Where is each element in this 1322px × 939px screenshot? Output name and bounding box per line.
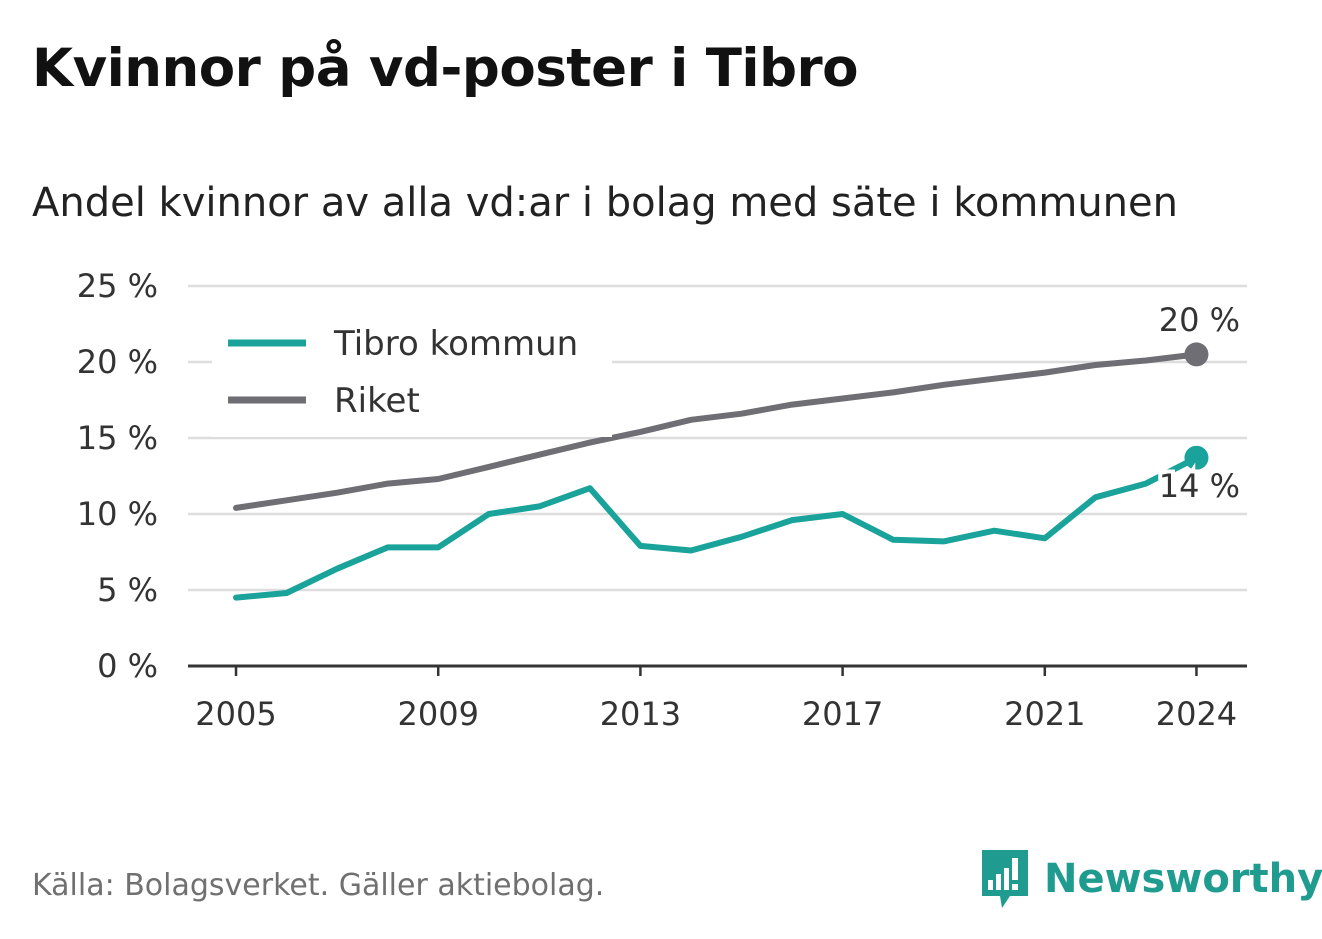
brand-name: Newsworthy	[1044, 856, 1322, 902]
legend-label: Riket	[334, 381, 420, 421]
x-tick-label: 2013	[600, 695, 681, 733]
y-tick-label: 25 %	[77, 267, 158, 305]
legend-label: Tibro kommun	[333, 324, 578, 364]
line-chart: 0 %5 %10 %15 %20 %25 % 2005 2009 2013 2017 2…	[77, 267, 1247, 733]
x-axis: 2005 2009 2013 2017 2021 2024	[188, 664, 1247, 733]
chart-title: Kvinnor på vd-poster i Tibro	[32, 38, 859, 99]
y-tick-label: 10 %	[77, 495, 158, 533]
end-point-tibro	[1184, 445, 1209, 470]
legend-background	[212, 305, 612, 437]
end-label-tibro: 14 %	[1159, 467, 1240, 505]
y-tick-label: 20 %	[77, 343, 158, 381]
series-line-riket	[233, 351, 1200, 511]
y-tick-label: 0 %	[97, 647, 158, 685]
source-note: Källa: Bolagsverket. Gäller aktiebolag.	[32, 868, 605, 903]
newsworthy-logo-icon	[982, 850, 1028, 908]
series-line-tibro	[233, 454, 1200, 601]
brand: Newsworthy	[980, 848, 1322, 910]
chart-subtitle: Andel kvinnor av alla vd:ar i bolag med …	[32, 180, 1178, 226]
y-tick-label: 5 %	[97, 571, 158, 609]
x-tick-label: 2021	[1004, 695, 1085, 733]
end-point-riket	[1184, 342, 1209, 367]
end-label-riket: 20 %	[1159, 301, 1240, 339]
x-tick-label: 2024	[1156, 695, 1237, 733]
end-labels: 20 % 14 %	[1155, 301, 1244, 509]
x-tick-label: 2009	[397, 695, 478, 733]
y-tick-label: 15 %	[77, 419, 158, 457]
x-tick-label: 2005	[195, 695, 276, 733]
legend: Tibro kommun Riket	[212, 305, 612, 437]
series-lines	[233, 342, 1209, 601]
x-tick-label: 2017	[802, 695, 883, 733]
y-axis-ticks: 0 % 5 % 10 % 15 % 20 % 25 %	[77, 267, 158, 685]
